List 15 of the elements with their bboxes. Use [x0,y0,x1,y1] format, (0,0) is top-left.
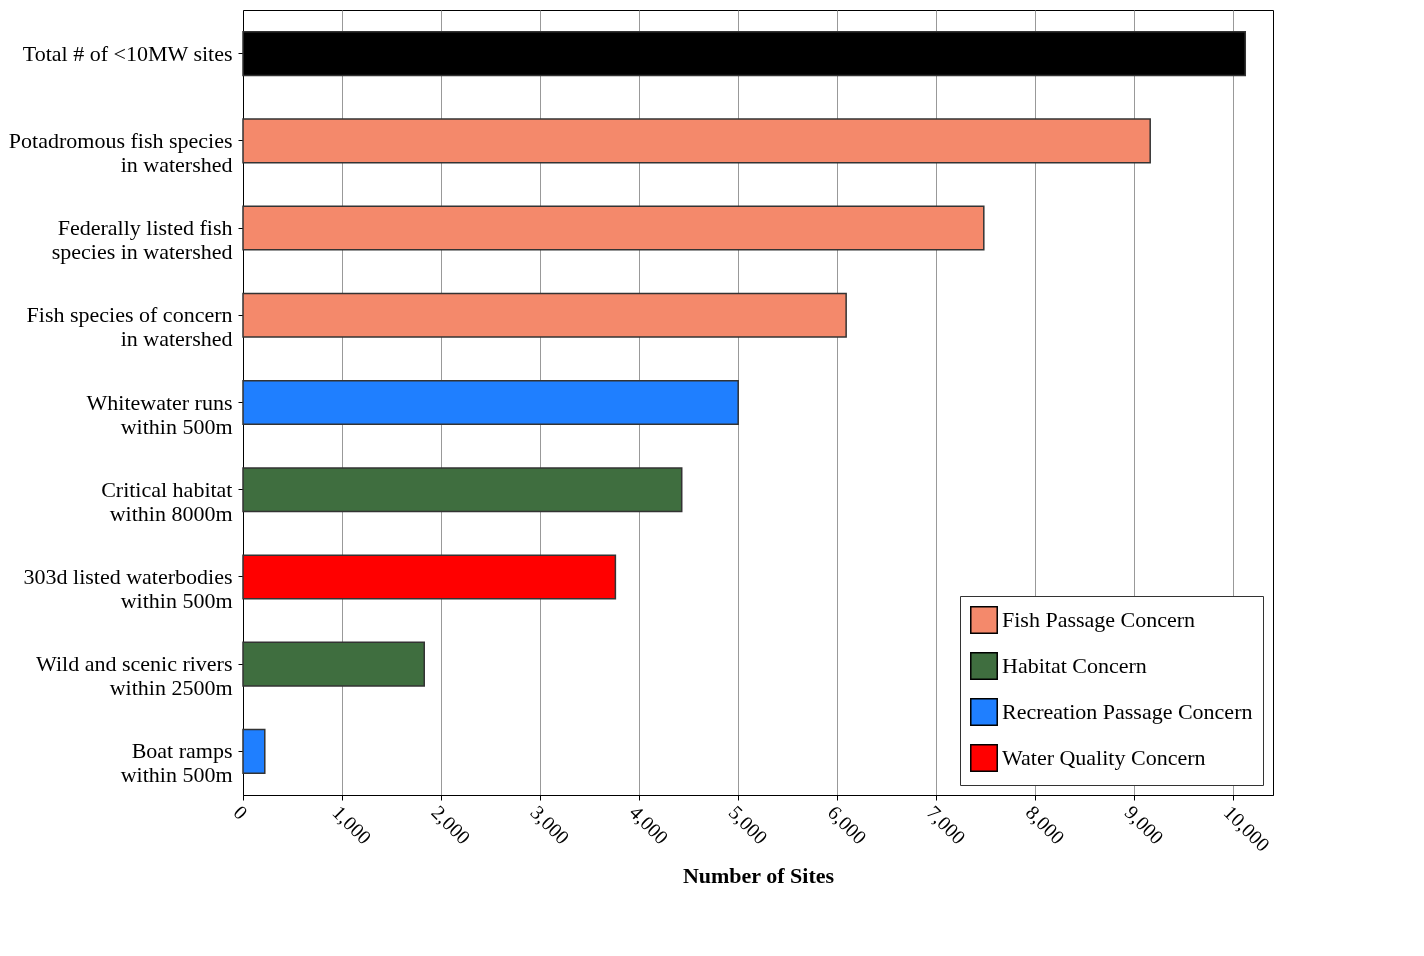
y-tick-label: Boat ramps within 500m [120,738,233,788]
y-tick-label: Fish species of concern in watershed [26,302,233,352]
y-tick-label: Critical habitat within 8000m [101,476,233,526]
y-tick-label: Potadromous fish species in watershed [8,127,233,177]
y-tick-label: Total # of <10MW sites [22,40,233,66]
x-axis-title: Number of Sites [682,862,835,888]
y-tick-label: 303d listed waterbodies within 500m [23,563,233,613]
y-tick-label: Whitewater runs within 500m [86,389,233,439]
legend-label: Habitat Concern [1002,653,1147,678]
y-tick-label: Federally listed fish species in watershed [51,215,233,265]
y-tick-label: Wild and scenic rivers within 2500m [36,651,233,701]
legend-label: Fish Passage Concern [1002,607,1196,632]
legend-label: Recreation Passage Concern [1002,699,1253,724]
x-tick-label: 0 [229,801,252,824]
legend-label: Water Quality Concern [1002,745,1206,770]
